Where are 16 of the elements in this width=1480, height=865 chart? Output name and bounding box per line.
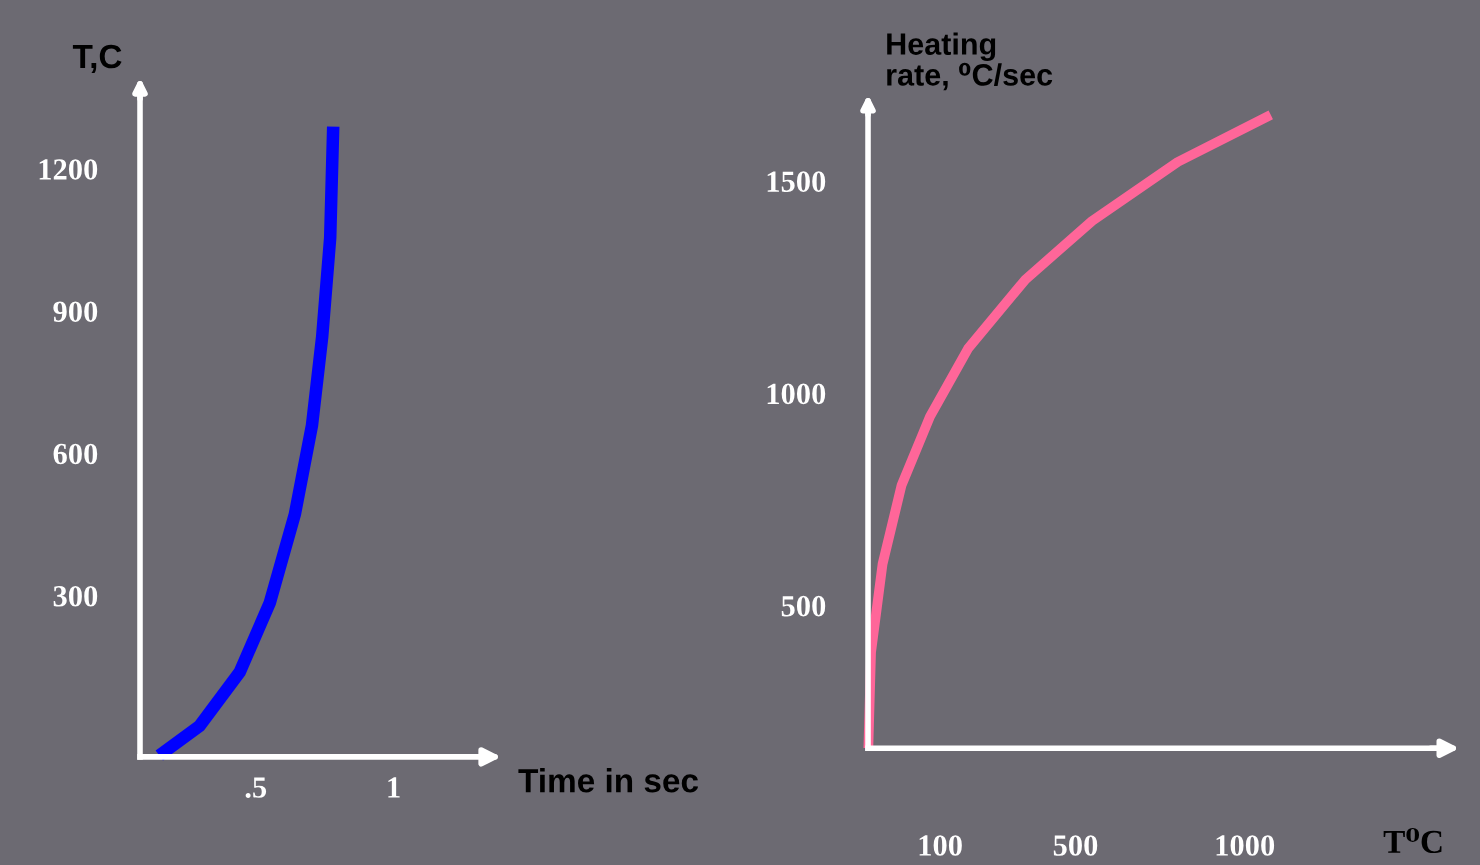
y-tick-label: 900 [53,301,98,323]
x-tick-label: 1000 [1216,835,1275,856]
x-tick-label: .5 [245,777,267,798]
y-tick-label: 500 [781,595,826,617]
y-tick-label: 1200 [39,159,98,180]
y-tick-label: 1500 [767,171,826,192]
x-axis-title: T⁰C [1383,828,1442,854]
y-tick-label: 1000 [767,383,826,405]
y-tick-label: 300 [53,585,98,607]
y-tick-label: 600 [53,443,98,465]
y-axis-title: Heating rate, ⁰C/sec [887,32,1053,91]
x-tick-label: 1 [388,777,400,798]
x-tick-label: 100 [919,835,962,856]
x-tick-label: 500 [1053,835,1098,856]
x-axis-title: Time in sec [518,768,699,793]
y-axis-title: T,C [72,44,122,74]
